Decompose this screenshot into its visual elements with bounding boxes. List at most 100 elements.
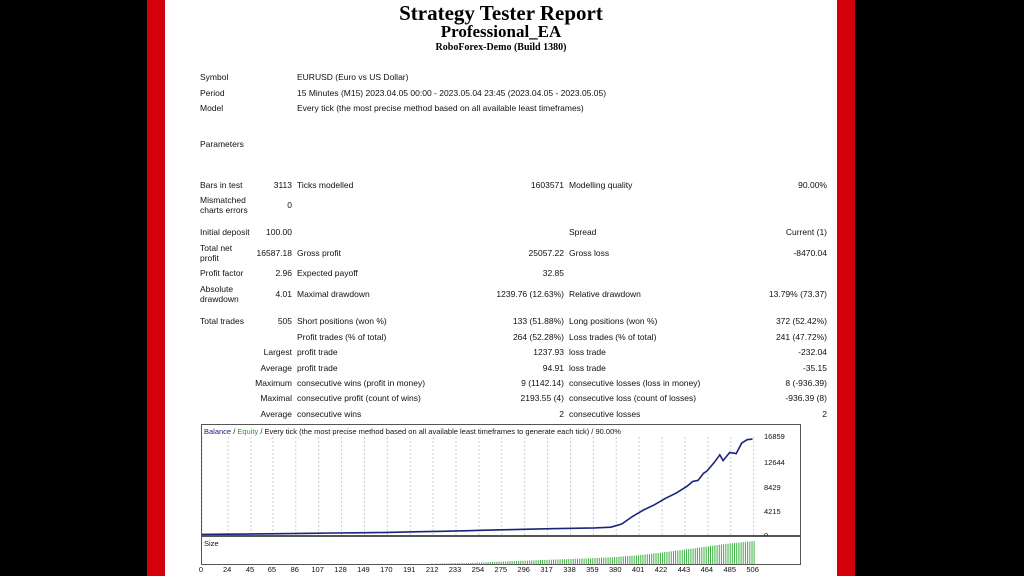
size-bar [716,545,718,564]
x-tick-label: 443 [677,565,691,574]
x-tick-label: 485 [723,565,736,574]
size-bar [729,543,731,564]
netprofit-label-2: profit [200,253,219,263]
size-bar [468,562,469,564]
size-bar [500,561,502,564]
losstrades-value: 241 (47.72%) [775,332,827,342]
maximal-profit-label: consecutive profit (count of wins) [297,393,421,403]
largest-loss-label: loss trade [569,347,606,357]
size-bar [522,560,524,564]
size-bar [734,543,735,564]
spread-value: Current (1) [785,227,827,237]
reldd-value: 13.79% (73.37) [768,289,827,299]
size-bar [444,563,445,564]
size-bar [592,558,594,564]
size-bar [487,562,489,564]
x-tick-label: 233 [448,565,462,574]
parameters-label: Parameters [200,139,244,149]
size-bar [583,558,585,564]
size-bar [653,553,655,564]
balance-line [202,438,753,535]
size-bar [509,561,511,564]
size-bar [585,558,587,564]
size-bar [699,547,701,564]
red-border-left [147,0,165,576]
size-bar [561,559,563,564]
netprofit-value: 16587.18 [256,248,292,258]
size-bar [535,560,537,564]
size-bar [457,563,459,564]
size-bar [544,559,546,564]
period-value: 15 Minutes (M15) 2023.04.05 00:00 - 2023… [297,88,607,98]
size-bar [563,559,565,564]
x-tick-label: 24 [222,565,232,574]
size-bar [701,547,703,564]
reldd-label: Relative drawdown [569,289,641,299]
size-bar [662,552,664,564]
size-bar [655,553,657,564]
size-bar [657,552,659,564]
size-bar [664,552,666,564]
size-bar [557,559,559,564]
short-label: Short positions (won %) [297,316,387,326]
size-bar [749,541,751,564]
max-wins-value: 9 (1142.14) [521,378,564,388]
size-bar [633,555,635,564]
short-value: 133 (51.88%) [512,316,564,326]
x-tick-label: 45 [245,565,255,574]
netprofit-label: Total net [200,243,233,253]
x-tick-label: 296 [517,565,530,574]
size-bar [635,555,637,564]
size-bar [577,558,578,564]
size-chart-svg [430,541,755,564]
size-bar [524,560,526,564]
size-bar [594,558,596,564]
deposit-value: 100.00 [266,227,292,237]
size-bar [683,549,685,564]
size-bar [696,547,698,564]
size-bar [720,544,722,564]
y-tick-label: 0 [764,531,768,540]
size-bar [489,562,491,564]
x-tick-label: 464 [700,565,714,574]
size-bar [601,557,602,564]
x-tick-label: 107 [311,565,324,574]
size-bar [465,562,467,564]
size-bar [618,556,620,564]
x-tick-label: 401 [631,565,645,574]
size-bar [677,550,679,564]
size-bar [518,560,520,564]
legend-rest: / Every tick (the most precise method ba… [258,427,621,436]
legend-sep: / [231,427,238,436]
size-bar [452,563,454,564]
size-bar [727,543,729,564]
size-bar [485,562,487,564]
size-bar [688,549,690,564]
x-tick-label: 254 [471,565,485,574]
x-tick-label: 506 [746,565,759,574]
size-bar [703,546,705,564]
size-bar [529,560,531,564]
size-bar [553,559,554,564]
legend-equity: Equity [237,427,259,436]
absdd-label: Absolute [200,284,234,294]
size-bar [675,550,677,564]
size-bar [478,562,480,564]
ticks-value: 1603571 [530,180,564,190]
red-border-right [837,0,855,576]
size-bar [694,548,696,564]
size-bar [559,559,561,564]
x-tick-label: 317 [540,565,553,574]
size-bar [731,543,733,564]
spread-label: Spread [569,227,597,237]
size-bar [611,557,613,564]
size-bar [690,548,692,564]
size-bar [574,558,576,564]
size-bar [651,553,653,564]
size-bar [668,551,670,564]
trades-label: Total trades [200,316,244,326]
average-profit-value: 94.91 [542,363,564,373]
size-bar [459,563,461,564]
x-tick-label: 0 [198,565,204,574]
size-bar [579,558,581,564]
